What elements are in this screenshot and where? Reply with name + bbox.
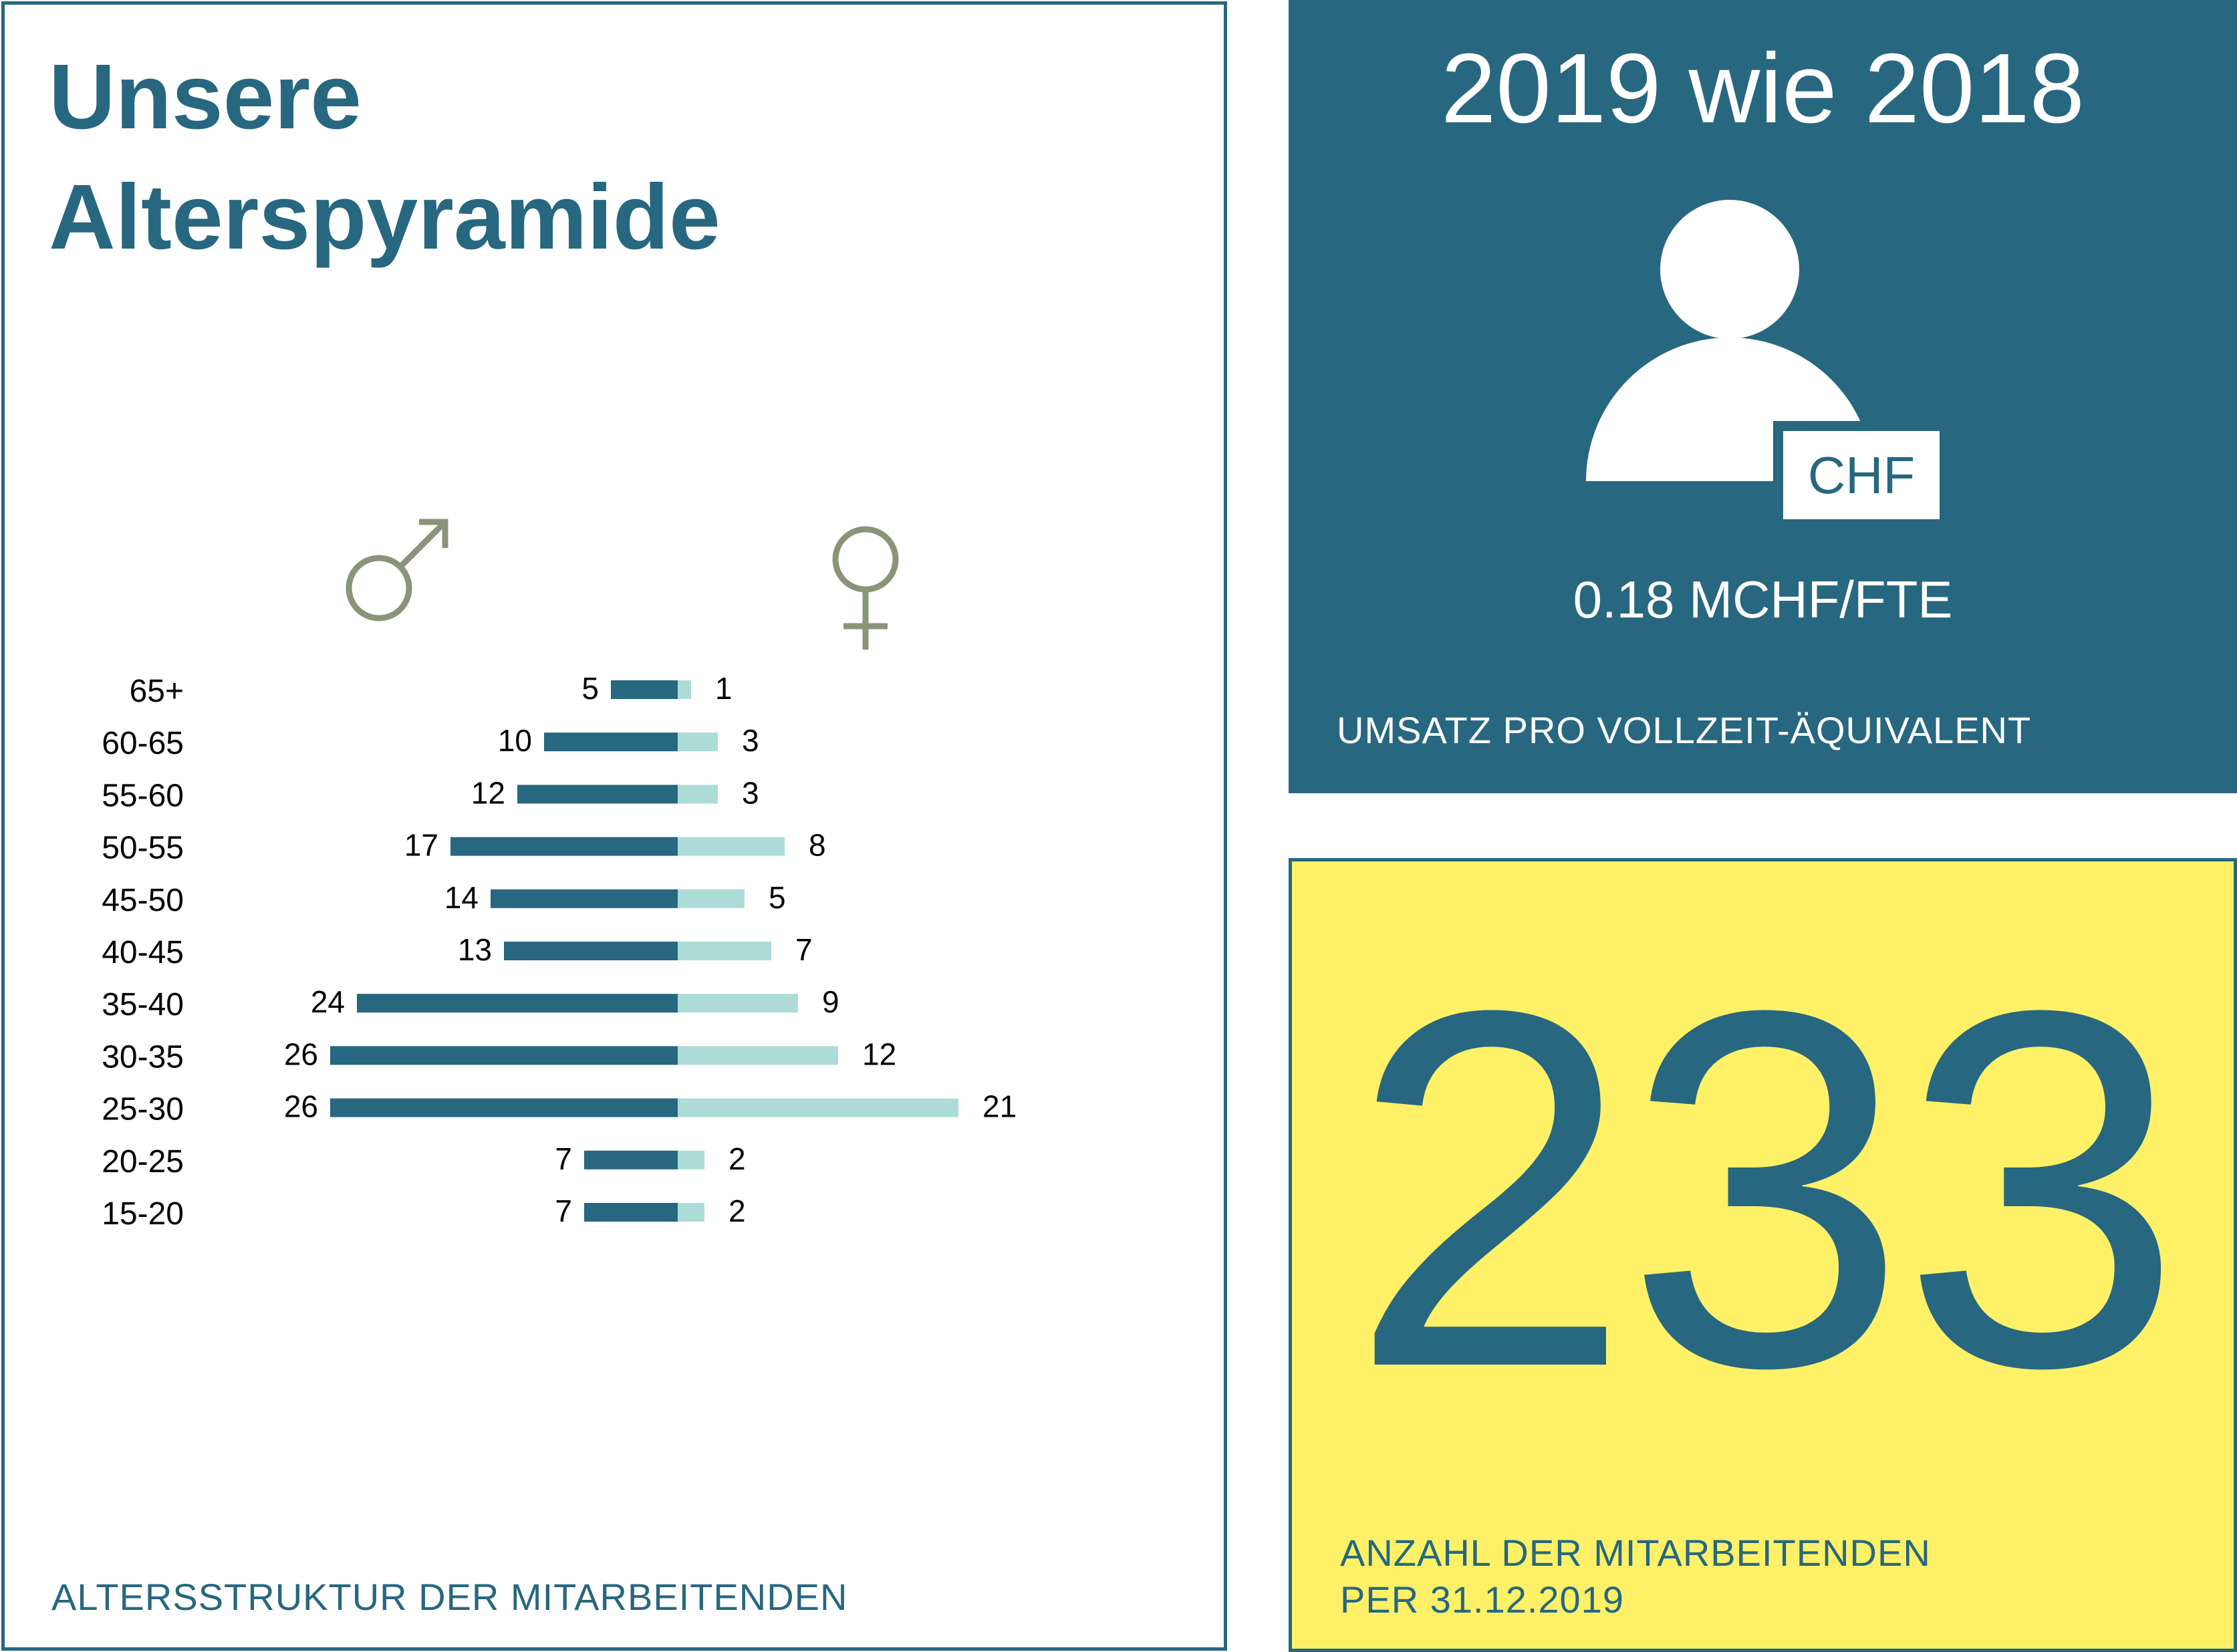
male-symbol-icon <box>346 519 448 622</box>
female-value-label: 9 <box>822 984 839 1019</box>
male-bar <box>517 785 678 804</box>
age-group-label: 60-65 <box>102 726 184 761</box>
male-value-label: 13 <box>458 932 492 967</box>
age-group-label: 30-35 <box>102 1039 184 1075</box>
revenue-panel: 2019 wie 2018 CHF 0.18 MCHF/FTE UMSATZ P… <box>1289 0 2237 793</box>
pyramid-title-line2: Alterspyramide <box>49 166 720 269</box>
male-value-label: 10 <box>498 723 532 758</box>
female-bar <box>678 1150 704 1169</box>
female-bar <box>678 680 691 699</box>
female-bar <box>678 994 798 1013</box>
female-value-label: 7 <box>795 932 813 967</box>
age-pyramid-chart: 65+ 5 1 60-65 10 3 55-60 12 3 50-55 17 8 45-50 14 5 40-… <box>102 519 1017 1232</box>
pyramid-title-line1: Unsere <box>49 45 362 148</box>
age-group-label: 15-20 <box>102 1196 184 1232</box>
male-bar <box>491 889 678 908</box>
female-bar <box>678 889 745 908</box>
male-value-label: 26 <box>284 1089 318 1124</box>
male-value-label: 14 <box>444 880 479 915</box>
male-value-label: 7 <box>555 1194 572 1228</box>
age-group-label: 65+ <box>130 674 184 709</box>
female-bar <box>678 1098 958 1117</box>
age-group-label: 40-45 <box>102 935 184 970</box>
male-bar <box>584 1203 678 1222</box>
female-value-label: 5 <box>769 880 786 915</box>
revenue-caption: UMSATZ PRO VOLLZEIT-ÄQUIVALENT <box>1337 709 2032 751</box>
headcount-caption-line1: ANZAHL DER MITARBEITENDEN <box>1340 1532 1931 1574</box>
male-bar <box>330 1046 678 1065</box>
age-group-label: 50-55 <box>102 831 184 866</box>
female-bar <box>678 732 718 752</box>
chf-badge: CHF <box>1783 431 1940 519</box>
female-value-label: 3 <box>742 723 759 758</box>
male-value-label: 17 <box>404 828 438 863</box>
headcount-caption-line2: PER 31.12.2019 <box>1340 1578 1624 1621</box>
female-bar <box>678 1203 704 1222</box>
female-value-label: 1 <box>715 671 733 706</box>
age-group-label: 35-40 <box>102 987 184 1022</box>
revenue-year-text: 2019 wie 2018 <box>1441 33 2085 144</box>
male-bar <box>584 1150 678 1169</box>
female-bar <box>678 837 785 856</box>
male-bar <box>504 942 678 960</box>
revenue-value: 0.18 MCHF/FTE <box>1573 570 1953 629</box>
age-group-label: 25-30 <box>102 1092 184 1127</box>
male-bar <box>330 1098 678 1117</box>
age-pyramid-panel: Unsere Alterspyramide 65+ 5 1 60-65 10 3 55-60… <box>1 1 1227 1651</box>
female-value-label: 3 <box>742 775 759 810</box>
female-value-label: 21 <box>982 1089 1017 1124</box>
age-group-label: 20-25 <box>102 1144 184 1180</box>
person-icon <box>1586 200 1873 481</box>
male-value-label: 7 <box>555 1141 572 1176</box>
male-value-label: 26 <box>284 1037 318 1071</box>
male-bar <box>450 837 678 856</box>
male-bar <box>357 994 678 1013</box>
female-bar <box>678 942 771 960</box>
male-bar <box>544 732 678 752</box>
headcount-panel: ANZAHL DER MITARBEITENDEN PER 31.12.2019 <box>1289 858 2237 1652</box>
female-value-label: 8 <box>809 828 826 863</box>
male-value-label: 5 <box>581 671 599 706</box>
headcount-value: 233 <box>1349 906 2183 1473</box>
female-value-label: 12 <box>862 1037 896 1071</box>
female-bar <box>678 785 718 804</box>
male-value-label: 24 <box>311 984 345 1019</box>
male-value-label: 12 <box>471 775 505 810</box>
female-value-label: 2 <box>729 1194 746 1228</box>
male-bar <box>611 680 678 699</box>
pyramid-title: Unsere Alterspyramide <box>49 37 720 277</box>
headcount-caption: ANZAHL DER MITARBEITENDEN PER 31.12.2019 <box>1340 1530 1931 1623</box>
age-group-label: 45-50 <box>102 883 184 918</box>
pyramid-caption: ALTERSSTRUKTUR DER MITARBEITENDEN <box>51 1576 848 1618</box>
age-group-label: 55-60 <box>102 778 184 813</box>
female-value-label: 2 <box>729 1141 746 1176</box>
female-symbol-icon <box>832 526 899 650</box>
female-bar <box>678 1046 838 1065</box>
